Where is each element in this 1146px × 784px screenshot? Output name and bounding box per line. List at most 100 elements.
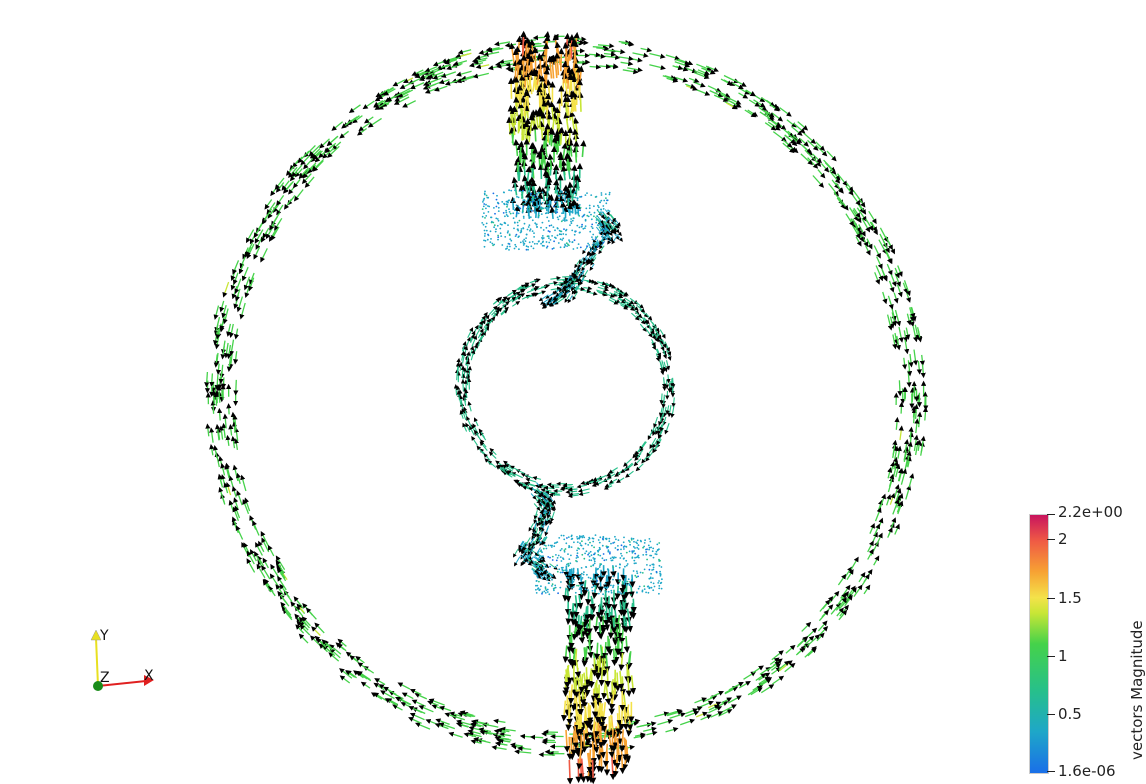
scatter-point — [657, 582, 660, 584]
scatter-point — [597, 245, 599, 248]
vector-glyph — [797, 636, 809, 646]
vector-glyph — [567, 493, 579, 499]
scatter-point — [531, 200, 534, 203]
vector-glyph — [635, 463, 644, 472]
vector-glyph — [304, 176, 315, 188]
vector-glyph — [550, 511, 555, 523]
vector-glyph — [904, 439, 910, 453]
scatter-point — [484, 190, 486, 193]
vector-glyph — [548, 572, 557, 579]
vector-glyph — [892, 498, 900, 515]
scatter-point — [576, 541, 579, 543]
vector-glyph — [328, 652, 340, 662]
scatter-point — [506, 231, 509, 234]
vector-glyph — [560, 700, 568, 722]
vector-glyph — [218, 486, 225, 503]
vector-glyph — [461, 408, 467, 421]
scatter-point — [576, 552, 579, 555]
scatter-point — [628, 539, 630, 542]
scatter-point — [493, 226, 495, 229]
scatter-point — [486, 196, 489, 199]
vector-glyph — [435, 718, 450, 726]
vector-glyph — [324, 142, 337, 153]
scatter-point — [649, 564, 651, 567]
scatter-point — [589, 230, 592, 233]
vector-glyph — [649, 52, 666, 59]
scatter-point — [625, 564, 628, 567]
scatter-point — [651, 577, 654, 579]
scatter-point — [619, 557, 622, 559]
vector-glyph — [873, 555, 880, 566]
scatter-point — [543, 574, 546, 576]
vector-glyph — [408, 706, 423, 714]
scatter-point — [495, 198, 498, 201]
vector-glyph — [708, 706, 723, 714]
vector-glyph — [889, 316, 895, 329]
scatter-point — [601, 235, 603, 238]
scatter-point — [572, 585, 575, 588]
vector-glyph — [231, 486, 237, 498]
scatter-point — [546, 216, 549, 219]
vector-glyph — [212, 445, 219, 459]
scatter-point — [584, 225, 587, 228]
scatter-point — [605, 197, 607, 200]
scatter-point — [584, 588, 587, 591]
vector-glyph — [215, 363, 222, 375]
vector-glyph — [548, 100, 556, 121]
scatter-point — [508, 243, 511, 245]
scatter-point — [588, 555, 591, 558]
vector-glyph — [821, 163, 830, 173]
vector-glyph — [566, 759, 574, 784]
scatter-point — [582, 227, 585, 230]
scatter-point — [583, 571, 585, 573]
vector-glyph — [581, 729, 588, 753]
vector-glyph — [215, 423, 221, 441]
vector-glyph — [879, 493, 886, 510]
vector-glyph — [213, 354, 219, 368]
scatter-point — [489, 241, 492, 244]
scatter-point — [507, 224, 509, 227]
scatter-point — [602, 205, 605, 207]
scatter-point — [533, 242, 536, 245]
scatter-point — [495, 217, 498, 220]
scatter-point — [647, 544, 650, 547]
vector-glyph — [264, 199, 273, 210]
scatter-point — [524, 202, 526, 205]
scatter-point — [545, 566, 547, 569]
vector-glyph — [582, 278, 594, 284]
scatter-point — [497, 236, 500, 239]
vector-glyph — [919, 354, 925, 366]
vector-glyph — [571, 199, 578, 213]
vector-glyph — [455, 70, 472, 77]
vector-glyph — [769, 103, 780, 112]
scatter-point — [522, 205, 525, 208]
scatter-point — [485, 203, 487, 206]
vector-glyph — [446, 63, 462, 71]
vector-glyph — [685, 708, 699, 715]
vector-glyph — [505, 471, 516, 478]
scatter-point — [596, 580, 599, 582]
scatter-point — [497, 234, 499, 237]
vector-glyph — [269, 216, 279, 231]
vector-glyph — [587, 605, 595, 621]
scatter-point — [555, 559, 558, 562]
vector-glyph — [277, 590, 288, 605]
vector-glyph — [906, 455, 912, 468]
scatter-point — [621, 555, 623, 557]
scatter-point — [540, 208, 543, 211]
vector-glyph — [778, 660, 790, 671]
scatter-point — [560, 534, 563, 537]
vector-glyph — [633, 734, 646, 740]
scatter-point — [580, 593, 583, 595]
scatter-point — [549, 239, 552, 241]
vector-glyph — [728, 682, 744, 691]
vector-glyph — [765, 110, 775, 118]
vector-glyph — [813, 157, 822, 167]
vector-glyph — [497, 298, 507, 307]
scatter-point — [602, 233, 604, 236]
vector-glyph — [784, 662, 796, 673]
scatter-point — [558, 195, 560, 197]
scatter-point — [487, 233, 489, 236]
vector-glyph — [337, 643, 347, 652]
